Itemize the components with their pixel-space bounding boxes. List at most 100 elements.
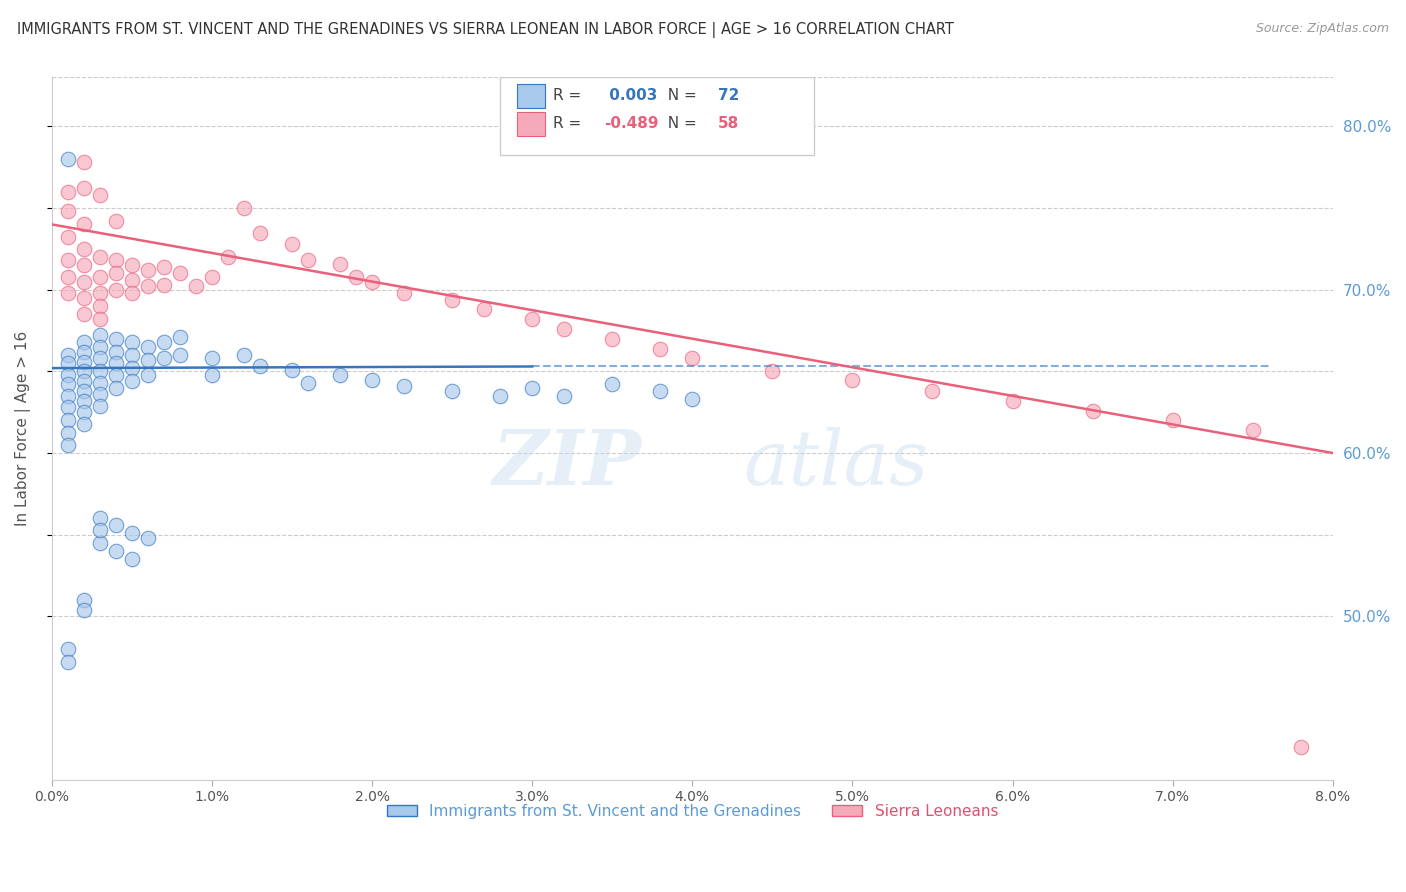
Text: 0.003: 0.003 [605,88,657,103]
Point [89,250,111,264]
Point [104,544,127,558]
Point [56,438,79,452]
Point [392,285,415,300]
FancyBboxPatch shape [517,84,546,108]
Text: IMMIGRANTS FROM ST. VINCENT AND THE GRENADINES VS SIERRA LEONEAN IN LABOR FORCE : IMMIGRANTS FROM ST. VINCENT AND THE GREN… [17,22,953,38]
Text: 58: 58 [718,116,740,131]
Point [600,377,623,392]
Point [56,413,79,427]
Point [56,204,79,219]
Point [89,511,111,525]
Text: R =: R = [553,88,586,103]
Point [297,376,319,390]
Point [56,348,79,362]
Point [56,377,79,392]
Point [73,384,96,398]
Point [56,655,79,669]
Point [89,523,111,537]
FancyBboxPatch shape [501,78,814,154]
Point [73,417,96,431]
Text: Source: ZipAtlas.com: Source: ZipAtlas.com [1256,22,1389,36]
Point [184,279,207,293]
Point [104,517,127,532]
Point [89,269,111,284]
Point [553,322,575,336]
Point [121,285,143,300]
Point [136,279,159,293]
Point [329,368,352,382]
Point [121,334,143,349]
Point [104,368,127,382]
Point [361,275,384,289]
Point [1241,423,1264,437]
Point [56,230,79,244]
Point [361,372,384,386]
Point [73,344,96,359]
Point [56,356,79,370]
Point [681,351,703,366]
Point [217,250,239,264]
Point [1001,393,1024,408]
Point [441,384,464,398]
Point [249,226,271,240]
Point [441,293,464,307]
Point [153,351,176,366]
Point [89,285,111,300]
Point [233,348,256,362]
Text: atlas: atlas [744,426,929,500]
Point [104,266,127,280]
Point [329,257,352,271]
Point [73,242,96,256]
Point [121,552,143,566]
Point [89,376,111,390]
Point [392,379,415,393]
Point [56,269,79,284]
Point [201,368,224,382]
Point [73,291,96,305]
Point [121,526,143,541]
Point [472,302,495,317]
Point [104,332,127,346]
Point [73,405,96,419]
Point [56,253,79,268]
Legend: Immigrants from St. Vincent and the Grenadines, Sierra Leoneans: Immigrants from St. Vincent and the Gren… [381,797,1004,824]
Point [104,356,127,370]
Point [73,307,96,321]
Point [73,334,96,349]
Point [121,258,143,272]
Point [169,266,191,280]
Point [89,312,111,326]
FancyBboxPatch shape [517,112,546,136]
Point [56,185,79,199]
Point [73,354,96,368]
Point [297,253,319,268]
Point [153,277,176,292]
Text: ZIP: ZIP [492,426,641,500]
Point [56,401,79,415]
Point [89,188,111,202]
Point [153,334,176,349]
Text: N =: N = [658,116,702,131]
Point [73,218,96,232]
Text: R =: R = [553,116,586,131]
Point [233,201,256,215]
Point [89,364,111,378]
Point [522,381,544,395]
Point [73,603,96,617]
Point [104,253,127,268]
Point [73,155,96,169]
Point [249,359,271,374]
Point [841,372,863,386]
Point [104,214,127,228]
Point [89,351,111,366]
Point [73,593,96,607]
Point [104,283,127,297]
Point [761,364,783,378]
Point [169,330,191,344]
Point [121,273,143,287]
Point [104,381,127,395]
Point [73,374,96,388]
Point [56,389,79,403]
Point [201,351,224,366]
Text: N =: N = [658,88,702,103]
